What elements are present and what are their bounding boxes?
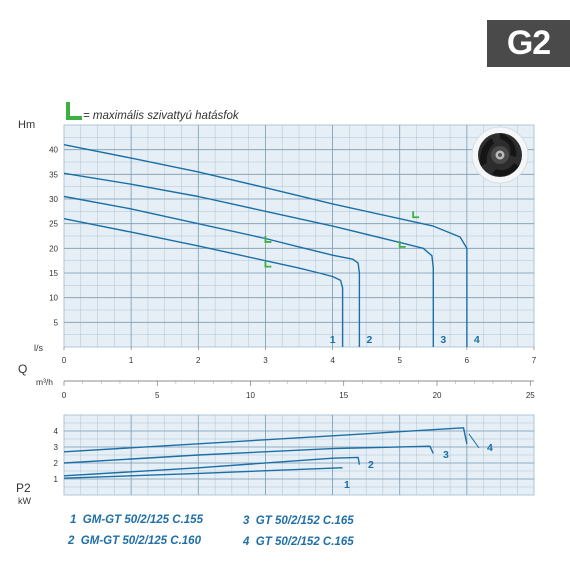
head-y-tick-labels: 5 10 15 20 25 30 35 40 [49, 146, 58, 328]
head-curves [63, 144, 468, 347]
x-tick-label: 7 [532, 356, 537, 365]
power-y-tick-label: 3 [54, 443, 59, 452]
legend-model-name: GT 50/2/152 C.165 [255, 536, 354, 548]
y-tick-label: 40 [49, 146, 58, 155]
legend-model-name: GT 50/2/152 C.165 [255, 515, 354, 527]
power-curve-2 [63, 456, 361, 477]
max-efficiency-note: = maximális szivattyú hatásfok [83, 110, 240, 122]
efficiency-markers [264, 211, 420, 268]
legend-number: 2 [68, 535, 75, 547]
head-curve-1 [63, 218, 344, 347]
power-curve-label-4: 4 [487, 442, 493, 454]
y-tick-label: 10 [49, 294, 58, 303]
power-curve-label-3: 3 [443, 449, 449, 461]
power-y-unit: kW [18, 496, 32, 506]
power-y-tick-label: 2 [54, 459, 59, 468]
m3h-tick-label: 0 [62, 391, 67, 400]
legend-item-1: 1 GM-GT 50/2/125 C.155 [70, 514, 203, 526]
x-tick-label: 6 [465, 356, 470, 365]
head-curve-labels: 1 2 3 4 [330, 334, 480, 346]
power-y-tick-labels: 1 2 3 4 [54, 427, 59, 484]
m3h-tick-label: 15 [339, 391, 348, 400]
legend-model-name: GM-GT 50/2/125 C.160 [80, 535, 201, 547]
legend-item-4: 4 GT 50/2/152 C.165 [243, 536, 354, 548]
y-tick-label: 15 [49, 269, 58, 278]
max-efficiency-legend-icon [66, 102, 82, 120]
head-curve-3 [63, 172, 434, 347]
legend-item-2: 2 GM-GT 50/2/125 C.160 [68, 535, 201, 547]
head-y-label: Hm [18, 119, 35, 131]
legend-number: 4 [243, 536, 250, 548]
y-tick-label: 25 [49, 220, 58, 229]
power-y-label: P2 [16, 481, 31, 495]
legend-number: 3 [243, 515, 250, 527]
head-curve-2 [63, 195, 361, 347]
power-curves [63, 427, 468, 479]
y-tick-label: 30 [49, 195, 58, 204]
head-x-unit: l/s [34, 343, 44, 353]
efficiency-marker-3 [398, 240, 406, 248]
head-curve-label-3: 3 [440, 334, 446, 346]
power-y-tick-label: 1 [54, 475, 59, 484]
series-badge-label: G2 [506, 24, 551, 62]
head-curve-label-1: 1 [330, 334, 336, 346]
power-curve-1 [63, 467, 343, 479]
power-curve-label-2: 2 [368, 459, 374, 471]
x-tick-label: 3 [263, 356, 268, 365]
head-curve-label-4: 4 [474, 334, 480, 346]
m3h-tick-label: 10 [246, 391, 255, 400]
power-grid [64, 415, 534, 495]
q-axis-letter: Q [18, 362, 27, 376]
power-chart: 1 2 3 4 P2 kW 1 2 3 4 [16, 414, 535, 506]
m3h-unit-label: m³/h [36, 377, 53, 387]
m3h-tick-label: 20 [433, 391, 442, 400]
impeller-image [471, 126, 529, 184]
power-curve-4-leader [468, 433, 480, 449]
series-badge: G2 [487, 20, 570, 67]
head-curve-label-2: 2 [367, 334, 373, 346]
head-x-tick-labels: 0 1 2 3 4 5 6 7 [62, 347, 537, 365]
x-tick-label: 0 [62, 356, 67, 365]
m3h-tick-label: 25 [526, 391, 535, 400]
x-tick-label: 2 [196, 356, 201, 365]
head-curve-4 [63, 144, 468, 347]
power-curve-3 [63, 445, 434, 464]
power-curve-labels: 1 2 3 4 [344, 433, 493, 491]
head-chart: Hm 5 10 15 20 25 30 35 40 0 1 2 3 4 5 6 7 l/s 1 2 3 4 [18, 119, 537, 365]
y-tick-label: 35 [49, 170, 58, 179]
efficiency-marker-4 [412, 211, 420, 219]
power-y-tick-label: 4 [54, 427, 59, 436]
efficiency-marker-1 [264, 260, 272, 268]
x-tick-label: 1 [129, 356, 134, 365]
y-tick-label: 5 [54, 318, 59, 327]
legend-item-3: 3 GT 50/2/152 C.165 [243, 515, 354, 527]
x-tick-label: 5 [397, 356, 402, 365]
y-tick-label: 20 [49, 244, 58, 253]
legend-number: 1 [70, 514, 77, 526]
flow-axis: 0 5 10 15 20 25 m³/h [36, 377, 535, 400]
efficiency-marker-2 [264, 235, 272, 243]
legend-model-name: GM-GT 50/2/125 C.155 [82, 514, 203, 526]
m3h-tick-labels: 0 5 10 15 20 25 [62, 381, 535, 400]
m3h-tick-label: 5 [155, 391, 160, 400]
x-tick-label: 4 [330, 356, 335, 365]
power-curve-4 [63, 427, 468, 453]
power-curve-label-1: 1 [344, 479, 350, 491]
